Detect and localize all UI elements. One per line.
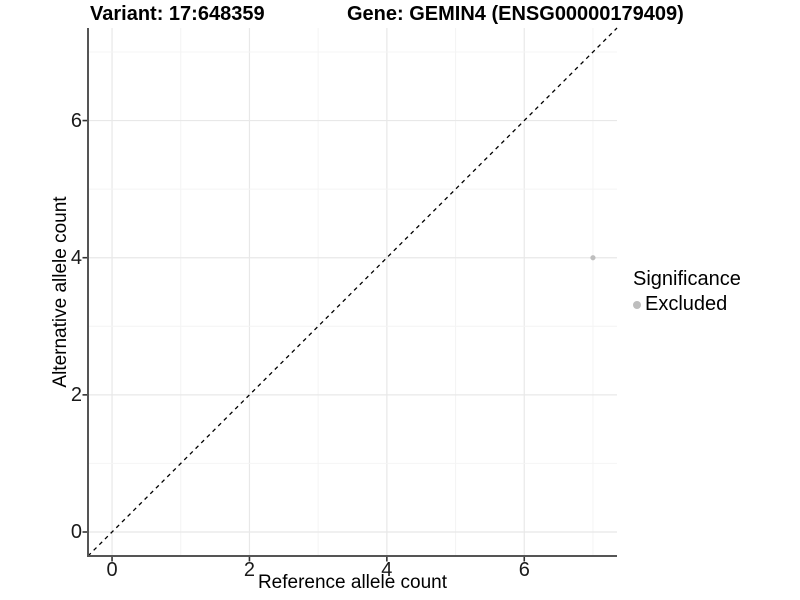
x-tick-label: 4 xyxy=(381,559,393,581)
x-tick-label: 6 xyxy=(518,559,530,581)
y-axis-title: Alternative allele count xyxy=(50,196,71,388)
x-tick-label: 0 xyxy=(106,559,118,581)
y-tick-label: 4 xyxy=(70,246,82,269)
legend-entry: Excluded xyxy=(633,293,741,316)
y-tick-label: 2 xyxy=(70,383,82,406)
variant-title: Variant: 17:648359 xyxy=(90,3,265,25)
legend-key-dot-icon xyxy=(633,300,641,309)
x-axis-title: Reference allele count xyxy=(257,572,448,593)
legend-entries: Excluded xyxy=(633,293,741,316)
y-tick-label: 0 xyxy=(70,521,82,543)
legend-title: Significance xyxy=(633,268,741,290)
gene-title: Gene: GEMIN4 (ENSG00000179409) xyxy=(347,3,684,25)
y-tick-label: 6 xyxy=(70,109,82,132)
identity-reference-line xyxy=(87,27,618,557)
x-tick-label: 2 xyxy=(243,559,255,581)
legend: Significance Excluded xyxy=(633,268,741,316)
legend-entry-label: Excluded xyxy=(645,293,728,315)
data-point xyxy=(590,255,596,261)
